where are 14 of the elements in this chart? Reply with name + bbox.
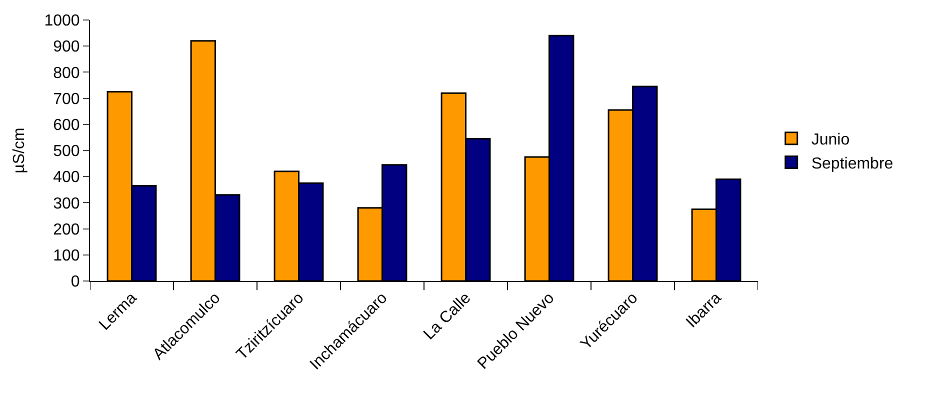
y-tick-label: 100 [53, 248, 80, 264]
y-tick-label: 400 [53, 169, 80, 186]
y-tick-label: 700 [53, 90, 80, 108]
y-tick-label: 800 [53, 64, 80, 82]
y-tick-label: 900 [53, 38, 80, 56]
legend-label: Junio [811, 132, 850, 149]
y-axis-title: µS/cm [11, 128, 28, 174]
y-tick-label: 1000 [44, 12, 80, 30]
legend-label: Septiembre [811, 155, 894, 172]
y-tick-label: 200 [53, 221, 80, 238]
y-tick-label: 500 [53, 143, 80, 160]
y-tick-label: 600 [53, 117, 80, 134]
y-tick-label: 300 [53, 195, 80, 212]
y-tick-label: 0 [70, 274, 80, 291]
